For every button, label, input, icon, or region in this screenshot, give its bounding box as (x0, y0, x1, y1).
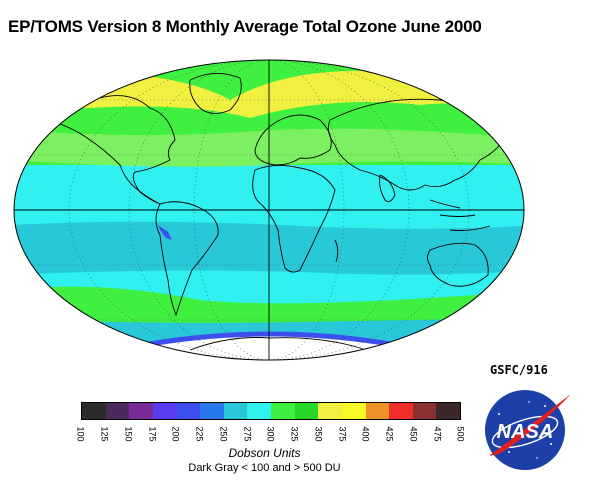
colorbar-segment (152, 403, 177, 419)
colorbar-tick-label: 275 (242, 426, 253, 442)
colorbar-segment (200, 403, 224, 419)
colorbar-segment (389, 403, 413, 419)
colorbar (81, 402, 461, 420)
colorbar-tick-label: 250 (218, 426, 229, 442)
colorbar-segment (341, 403, 366, 419)
colorbar-tick-label: 500 (456, 426, 466, 442)
colorbar-segment (271, 403, 295, 419)
colorbar-ticks: 100 125 150 175 200 225 250 275 300 325 350 375 400 4… (76, 424, 466, 446)
nasa-logo: NASA (485, 390, 571, 470)
note-label: Dark Gray < 100 and > 500 DU (188, 462, 341, 474)
map-border (13, 59, 525, 361)
colorbar-segment (105, 403, 130, 419)
colorbar-segment (318, 403, 342, 419)
colorbar-tick-label: 225 (194, 426, 205, 442)
colorbar-tick-label: 375 (337, 426, 348, 442)
colorbar-tick-label: 150 (123, 426, 134, 442)
colorbar-segment (129, 403, 153, 419)
colorbar-tick-label: 300 (266, 426, 276, 442)
colorbar-segment (176, 403, 201, 419)
colorbar-segment (82, 403, 106, 419)
band-north-mid (14, 128, 524, 167)
colorbar-tick-label: 475 (432, 426, 443, 442)
colorbar-tick-label: 450 (408, 426, 419, 442)
colorbar-segment (412, 403, 437, 419)
colorbar-tick-label: 350 (313, 426, 324, 442)
map-title: EP/TOMS Version 8 Monthly Average Total … (8, 17, 482, 36)
band-south-green (14, 286, 524, 328)
credit-label: GSFC/916 (490, 363, 548, 377)
colorbar-tick-label: 325 (289, 426, 300, 442)
andes-low-spot (158, 225, 172, 240)
colorbar-segment (223, 403, 248, 419)
colorbar-segment (436, 403, 460, 419)
ozone-map (13, 59, 525, 361)
ozone-bands (14, 60, 524, 360)
colorbar-tick-label: 425 (384, 426, 395, 442)
colorbar-segment (247, 403, 271, 419)
colorbar-segment (294, 403, 319, 419)
band-south-subtropic (14, 221, 524, 275)
nasa-logo-text: NASA (497, 421, 554, 443)
colorbar-tick-label: 175 (147, 426, 158, 442)
colorbar-tick-label: 400 (361, 426, 371, 442)
colorbar-tick-label: 200 (171, 426, 181, 442)
units-label: Dobson Units (228, 446, 301, 460)
colorbar-tick-label: 125 (99, 426, 110, 442)
colorbar-tick-label: 100 (76, 426, 86, 442)
colorbar-segment (365, 403, 390, 419)
